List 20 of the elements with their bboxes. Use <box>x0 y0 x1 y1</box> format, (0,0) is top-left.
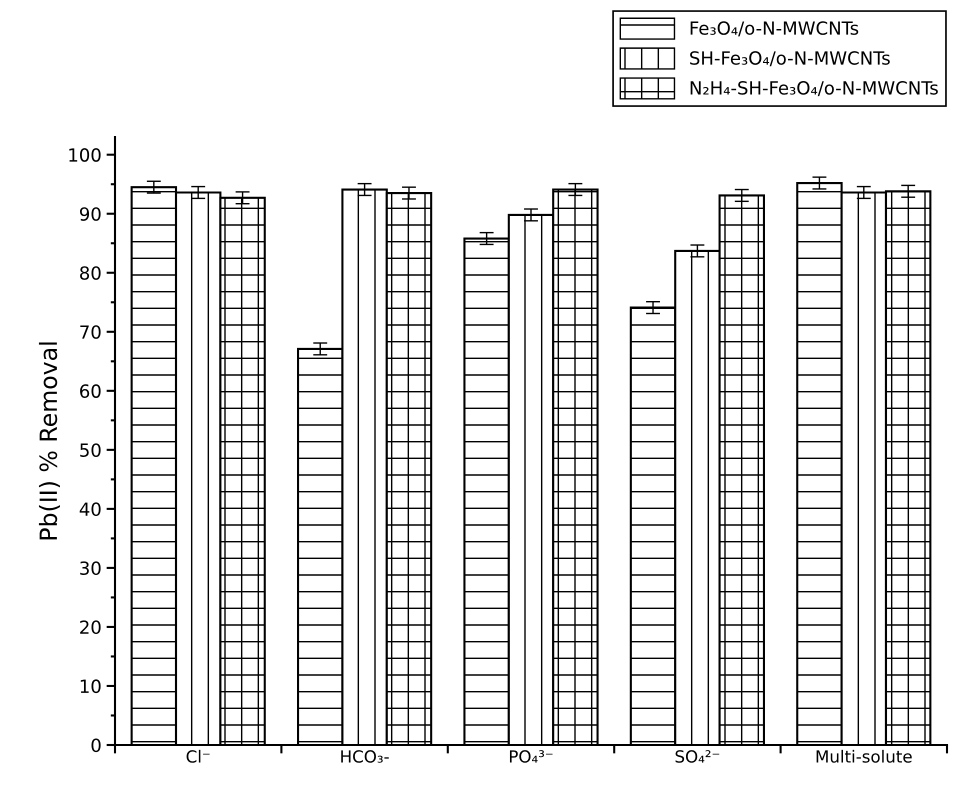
x-tick-label: SO₄²⁻ <box>676 750 720 763</box>
legend-label: N₂H₄-SH-Fe₃O₄/o-N-MWCNTs <box>690 81 938 96</box>
y-tick-label: 70 <box>80 325 101 339</box>
x-tick-label: HCO₃- <box>341 750 389 763</box>
x-tick-label: Cl⁻ <box>186 750 210 763</box>
y-tick-label: 0 <box>92 738 101 752</box>
y-axis-title: Pb(II) % Removal <box>38 342 60 540</box>
y-tick-label: 60 <box>80 384 101 398</box>
y-tick-label: 80 <box>80 266 101 280</box>
y-tick-label: 20 <box>80 620 101 634</box>
x-tick-label: Multi-solute <box>816 750 912 763</box>
y-tick-label: 50 <box>80 443 101 457</box>
y-tick-label: 10 <box>80 679 101 694</box>
y-tick-label: 100 <box>69 148 101 162</box>
y-tick-label: 90 <box>80 207 101 221</box>
x-tick-label: PO₄³⁻ <box>510 750 553 763</box>
legend-label: SH-Fe₃O₄/o-N-MWCNTs <box>690 51 890 66</box>
y-tick-label: 30 <box>80 561 101 576</box>
legend-label: Fe₃O₄/o-N-MWCNTs <box>690 21 858 36</box>
y-tick-label: 40 <box>80 502 101 516</box>
